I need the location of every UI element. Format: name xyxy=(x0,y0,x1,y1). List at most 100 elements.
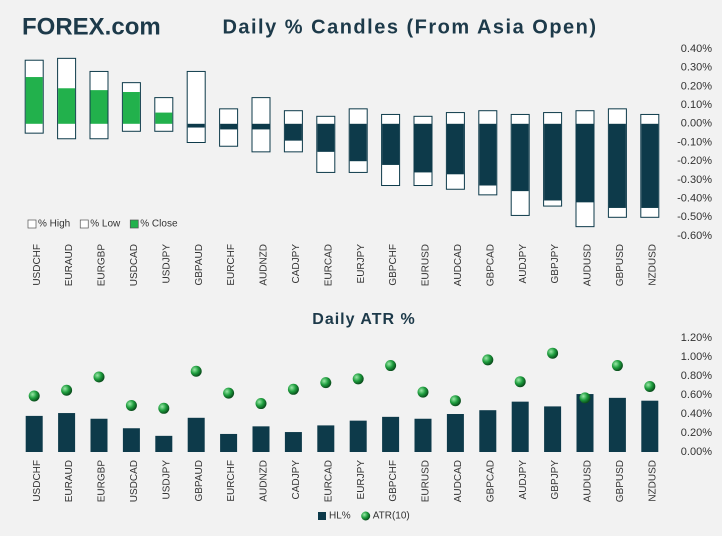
x-tick-label: AUDNZD xyxy=(259,244,270,286)
x-tick-label: EURGBP xyxy=(97,244,108,287)
close-bar xyxy=(220,123,238,130)
chart-title: Daily % Candles (From Asia Open) xyxy=(222,16,597,38)
dot xyxy=(125,399,137,411)
legend-swatch xyxy=(27,219,37,229)
close-bar xyxy=(187,123,205,128)
x-tick-label: EURCAD xyxy=(323,460,334,502)
y-tick-label: 0.00% xyxy=(681,118,712,130)
y-tick-label: -0.60% xyxy=(677,230,712,242)
dot xyxy=(644,380,656,392)
legend-label: % Low xyxy=(90,219,121,230)
x-tick-label: EURCHF xyxy=(226,244,237,286)
bar xyxy=(446,414,464,452)
dot xyxy=(28,390,40,402)
bar xyxy=(544,406,562,452)
bar xyxy=(187,417,205,452)
high-low-box xyxy=(186,70,206,143)
dot xyxy=(449,395,461,407)
legend-label: % Close xyxy=(140,219,178,230)
bar xyxy=(414,418,432,452)
y-tick-label: -0.10% xyxy=(677,136,712,148)
dot xyxy=(61,384,73,396)
y-tick-label: 0.00% xyxy=(681,446,712,458)
dot xyxy=(579,392,591,404)
legend-label: % High xyxy=(38,219,70,230)
bar xyxy=(25,415,43,452)
dot xyxy=(223,387,235,399)
legend-swatch xyxy=(361,511,371,521)
dot xyxy=(611,360,623,372)
close-bar xyxy=(252,123,270,130)
x-tick-label: USDCHF xyxy=(32,244,43,286)
close-bar xyxy=(25,77,43,124)
bar xyxy=(317,425,335,452)
x-tick-label: AUDUSD xyxy=(583,244,594,286)
y-tick-label: -0.40% xyxy=(677,193,712,205)
dot xyxy=(93,371,105,383)
y-tick-label: 0.30% xyxy=(681,62,712,74)
x-tick-label: GBPJPY xyxy=(550,460,561,500)
x-tick-label: EURGBP xyxy=(97,460,108,503)
legend-label: HL% xyxy=(329,511,351,522)
y-tick-label: 0.80% xyxy=(681,370,712,382)
y-tick-label: 1.20% xyxy=(681,332,712,344)
bar xyxy=(122,428,140,452)
y-tick-label: 0.20% xyxy=(681,427,712,439)
x-tick-label: AUDCAD xyxy=(453,244,464,286)
x-tick-label: EURAUD xyxy=(64,244,75,286)
dot xyxy=(320,377,332,389)
legend-label: ATR(10) xyxy=(373,511,410,522)
dot xyxy=(287,383,299,395)
close-bar xyxy=(446,123,464,175)
x-tick-label: EURCHF xyxy=(226,460,237,502)
close-bar xyxy=(58,88,76,124)
legend-swatch xyxy=(318,512,326,520)
close-bar xyxy=(511,123,529,192)
bar xyxy=(511,401,529,452)
close-bar xyxy=(122,92,140,124)
dot xyxy=(482,354,494,366)
x-tick-label: USDCHF xyxy=(32,460,43,502)
x-tick-label: AUDUSD xyxy=(583,460,594,502)
bar xyxy=(382,416,400,452)
bar xyxy=(608,397,626,452)
dot xyxy=(255,398,267,410)
chart-title: Daily ATR % xyxy=(312,311,415,328)
y-tick-label: 1.00% xyxy=(681,351,712,363)
x-tick-label: AUDJPY xyxy=(518,460,529,500)
bar xyxy=(90,418,108,452)
x-tick-label: USDJPY xyxy=(161,460,172,500)
dot xyxy=(385,360,397,372)
dot xyxy=(514,376,526,388)
close-bar xyxy=(641,123,659,208)
bar xyxy=(155,435,173,452)
bar xyxy=(252,426,270,452)
x-tick-label: USDCAD xyxy=(129,460,140,502)
bar xyxy=(479,410,497,452)
y-tick-label: -0.20% xyxy=(677,155,712,167)
bar xyxy=(576,394,594,452)
x-tick-label: GBPCAD xyxy=(485,460,496,502)
y-tick-label: -0.30% xyxy=(677,174,712,186)
close-bar xyxy=(284,123,302,141)
close-bar xyxy=(349,123,367,162)
dot xyxy=(417,386,429,398)
x-tick-label: AUDJPY xyxy=(518,244,529,284)
y-tick-label: 0.60% xyxy=(681,389,712,401)
bar xyxy=(641,400,659,452)
close-bar xyxy=(414,123,432,173)
close-bar xyxy=(90,90,108,124)
x-tick-label: NZDUSD xyxy=(647,460,658,502)
x-tick-label: USDJPY xyxy=(161,244,172,284)
x-tick-label: EURUSD xyxy=(421,244,432,286)
bar xyxy=(284,432,302,452)
close-bar xyxy=(317,123,335,152)
x-tick-label: GBPUSD xyxy=(615,460,626,502)
dot xyxy=(547,347,559,359)
x-tick-label: NZDUSD xyxy=(647,244,658,286)
x-tick-label: USDCAD xyxy=(129,244,140,286)
close-bar xyxy=(479,123,497,186)
bar xyxy=(220,433,238,452)
legend-swatch xyxy=(79,219,89,229)
